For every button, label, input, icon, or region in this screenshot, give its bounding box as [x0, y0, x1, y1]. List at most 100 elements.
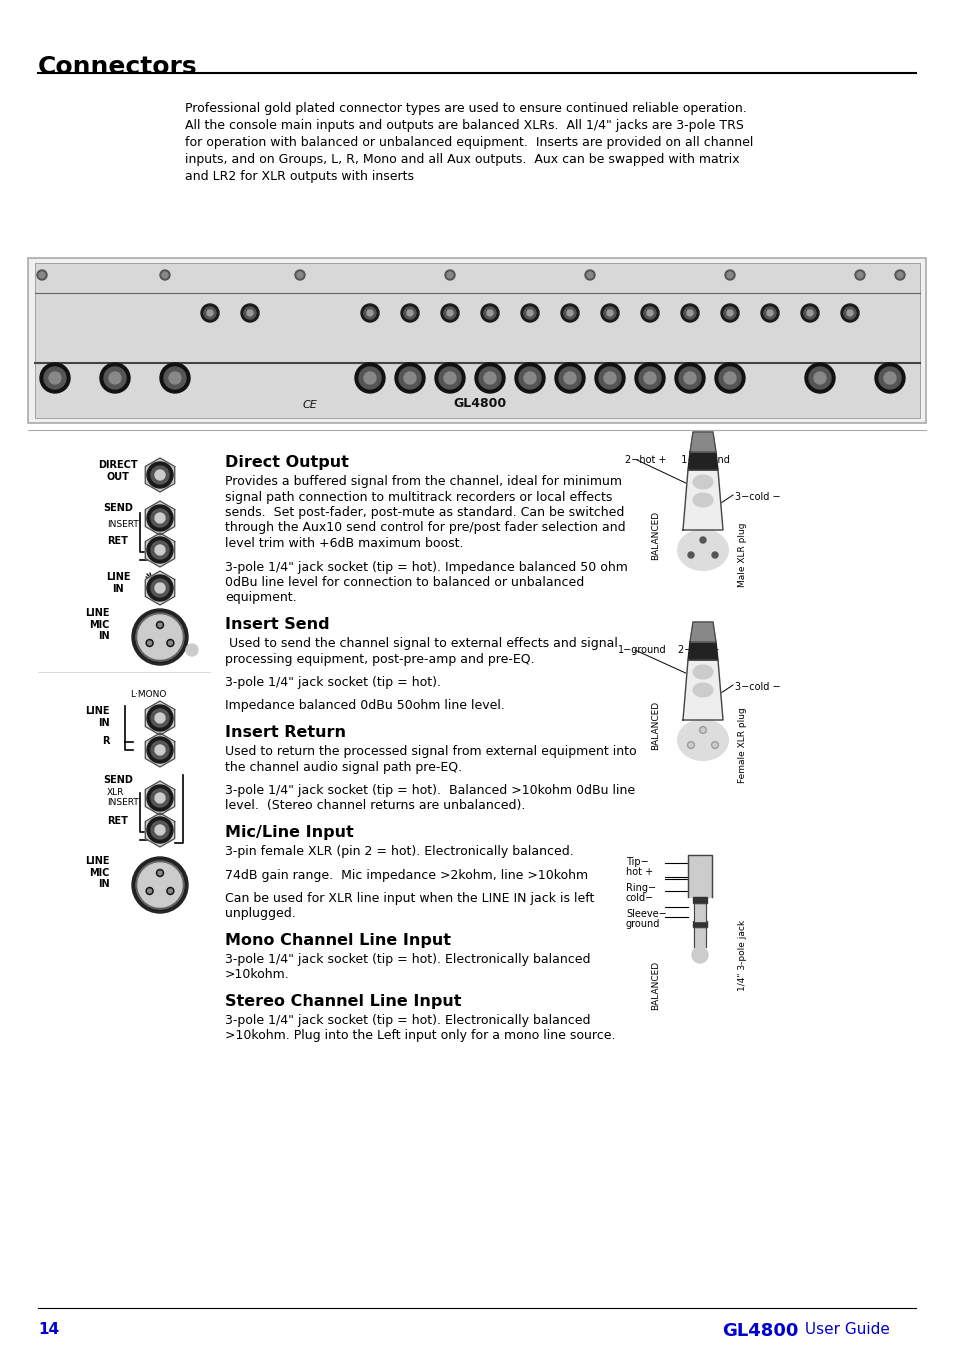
Text: unplugged.: unplugged. — [225, 908, 295, 920]
Circle shape — [598, 367, 620, 389]
Circle shape — [447, 309, 453, 316]
Circle shape — [808, 367, 830, 389]
Ellipse shape — [692, 493, 712, 507]
Text: Connectors: Connectors — [38, 55, 197, 78]
Circle shape — [44, 367, 66, 389]
Circle shape — [555, 363, 584, 393]
Circle shape — [813, 372, 825, 384]
Circle shape — [635, 363, 664, 393]
Text: and LR2 for XLR outputs with inserts: and LR2 for XLR outputs with inserts — [185, 170, 414, 182]
Circle shape — [606, 309, 613, 316]
Text: Direct Output: Direct Output — [225, 455, 349, 470]
Polygon shape — [693, 927, 705, 947]
Ellipse shape — [692, 665, 712, 680]
Circle shape — [100, 363, 130, 393]
Circle shape — [720, 304, 739, 322]
Circle shape — [646, 309, 652, 316]
Text: equipment.: equipment. — [225, 592, 296, 604]
Circle shape — [595, 363, 624, 393]
Polygon shape — [682, 470, 722, 530]
Text: R: R — [102, 736, 110, 746]
Circle shape — [147, 505, 172, 531]
Circle shape — [711, 553, 718, 558]
Bar — [35, 263, 919, 417]
Text: 74dB gain range.  Mic impedance >2kohm, line >10kohm: 74dB gain range. Mic impedance >2kohm, l… — [225, 869, 587, 881]
Circle shape — [475, 363, 504, 393]
Circle shape — [247, 309, 253, 316]
Text: Ring−: Ring− — [625, 884, 656, 893]
Ellipse shape — [692, 684, 712, 697]
Circle shape — [132, 857, 188, 913]
Circle shape — [600, 304, 618, 322]
Text: Used to send the channel signal to external effects and signal: Used to send the channel signal to exter… — [225, 638, 618, 650]
Text: Insert Return: Insert Return — [225, 725, 346, 740]
Circle shape — [154, 513, 165, 523]
Text: LINE
IN: LINE IN — [106, 571, 131, 593]
Circle shape — [643, 372, 656, 384]
Circle shape — [523, 307, 536, 319]
Circle shape — [136, 613, 184, 661]
Circle shape — [207, 309, 213, 316]
Circle shape — [154, 793, 165, 802]
Circle shape — [154, 470, 165, 480]
Text: 1−ground: 1−ground — [675, 455, 729, 465]
Circle shape — [158, 871, 162, 875]
Circle shape — [147, 817, 172, 843]
Circle shape — [151, 821, 169, 839]
Polygon shape — [145, 701, 174, 735]
Circle shape — [156, 621, 163, 628]
Circle shape — [486, 309, 493, 316]
Circle shape — [435, 363, 464, 393]
Text: RET: RET — [108, 816, 129, 825]
Circle shape — [843, 307, 855, 319]
Circle shape — [358, 367, 380, 389]
Circle shape — [763, 307, 775, 319]
Text: GL4800: GL4800 — [453, 397, 506, 409]
Text: Sleeve−: Sleeve− — [625, 909, 666, 919]
Circle shape — [444, 270, 455, 280]
Circle shape — [154, 713, 165, 723]
Text: Stereo Channel Line Input: Stereo Channel Line Input — [225, 994, 461, 1009]
Circle shape — [724, 270, 734, 280]
Circle shape — [683, 307, 696, 319]
Circle shape — [478, 367, 500, 389]
Text: 3-pole 1/4" jack socket (tip = hot).  Balanced >10kohm 0dBu line: 3-pole 1/4" jack socket (tip = hot). Bal… — [225, 784, 635, 797]
Circle shape — [523, 372, 536, 384]
Circle shape — [643, 307, 656, 319]
Circle shape — [204, 307, 215, 319]
Circle shape — [146, 888, 152, 894]
Circle shape — [443, 372, 456, 384]
Text: for operation with balanced or unbalanced equipment.  Inserts are provided on al: for operation with balanced or unbalance… — [185, 136, 753, 149]
Polygon shape — [145, 734, 174, 767]
Circle shape — [403, 372, 416, 384]
Polygon shape — [692, 921, 706, 927]
Circle shape — [712, 743, 717, 747]
Circle shape — [154, 744, 165, 755]
Circle shape — [640, 304, 659, 322]
Polygon shape — [145, 458, 174, 492]
Circle shape — [723, 372, 735, 384]
Circle shape — [355, 363, 385, 393]
Text: L·MONO: L·MONO — [130, 690, 166, 698]
Text: CE: CE — [302, 400, 317, 409]
Text: DIRECT
OUT: DIRECT OUT — [98, 459, 137, 481]
Circle shape — [40, 363, 70, 393]
Polygon shape — [687, 453, 718, 470]
Circle shape — [686, 309, 692, 316]
Circle shape — [109, 372, 121, 384]
Circle shape — [136, 861, 184, 909]
Circle shape — [147, 576, 172, 601]
Circle shape — [167, 888, 173, 894]
Text: LINE
MIC
IN: LINE MIC IN — [86, 608, 110, 642]
Text: level trim with +6dB maximum boost.: level trim with +6dB maximum boost. — [225, 536, 463, 550]
Circle shape — [714, 363, 744, 393]
Text: SEND: SEND — [103, 775, 132, 785]
Circle shape — [360, 304, 378, 322]
Polygon shape — [689, 621, 716, 642]
Text: Impedance balanced 0dBu 50ohm line level.: Impedance balanced 0dBu 50ohm line level… — [225, 700, 504, 712]
Circle shape — [679, 367, 700, 389]
Circle shape — [395, 363, 424, 393]
Circle shape — [438, 367, 460, 389]
Circle shape — [480, 304, 498, 322]
Circle shape — [154, 544, 165, 555]
